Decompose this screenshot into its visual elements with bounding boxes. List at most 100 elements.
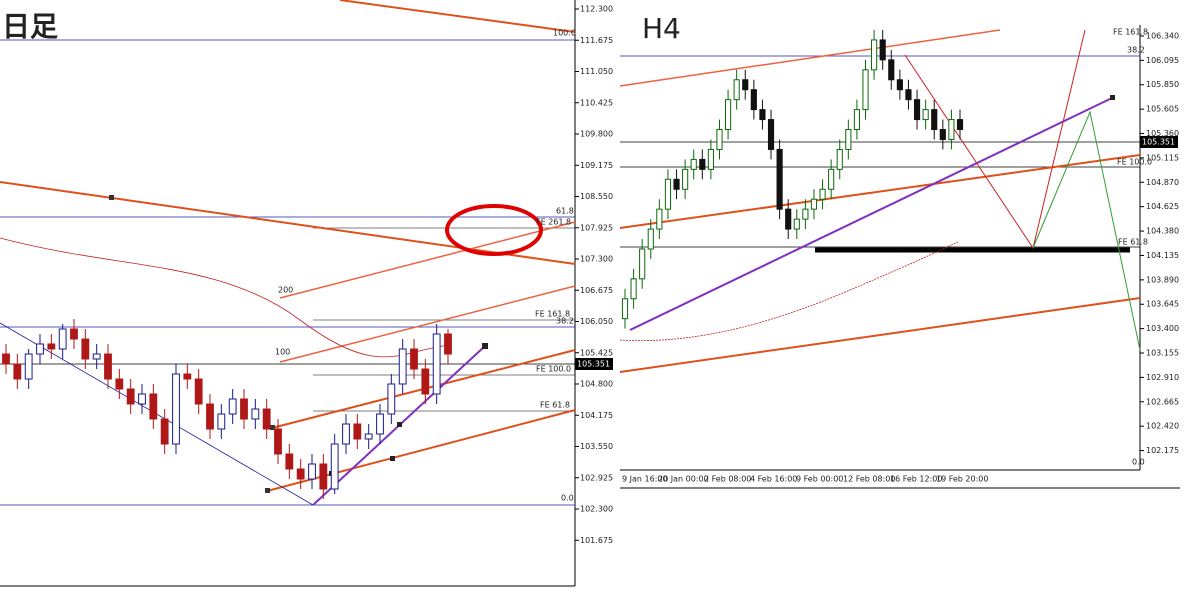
candle-body — [58, 328, 67, 350]
candle-body — [802, 208, 809, 220]
candle-body — [217, 413, 226, 430]
candle-body — [13, 363, 22, 380]
y-tick-label: 108.550 — [580, 192, 613, 201]
candle-body — [251, 408, 260, 420]
candle-body — [274, 428, 282, 455]
candle-body — [742, 79, 749, 91]
y-tick-label: 103.645 — [1146, 300, 1179, 309]
y-tick-label: 102.665 — [1146, 397, 1179, 406]
candle-body — [126, 388, 135, 405]
y-tick-label: 106.340 — [1146, 31, 1179, 40]
candle-body — [410, 348, 418, 370]
price-box — [575, 358, 613, 370]
annotation: 38.2 — [556, 317, 574, 326]
y-tick-label: 105.115 — [1146, 153, 1179, 162]
y-tick-label: 104.175 — [580, 411, 613, 420]
candle-body — [948, 119, 955, 140]
candle-body — [104, 353, 112, 380]
x-tick-label: 12 Feb 08:00 — [843, 475, 895, 484]
candle-body — [36, 343, 44, 355]
annotation: 0.0 — [1132, 458, 1145, 467]
y-tick-label: 107.300 — [580, 255, 613, 264]
y-tick-label: 102.925 — [580, 473, 613, 482]
candle-body — [432, 333, 441, 395]
candle-body — [24, 353, 33, 380]
y-tick-label: 105.360 — [1146, 129, 1179, 138]
candle-body — [810, 198, 818, 210]
candle-body — [956, 119, 964, 131]
x-tick-label: 20 Jan 00:00 — [658, 475, 709, 484]
y-tick-label: 102.300 — [580, 505, 613, 514]
candle-body — [896, 79, 903, 91]
x-tick-label: 2 Feb 08:00 — [704, 475, 751, 484]
y-tick-label: 105.425 — [580, 348, 613, 357]
candle-body — [673, 178, 680, 190]
candle-body — [785, 208, 792, 230]
annotation: FE 61.8 — [1118, 238, 1148, 247]
candle-body — [845, 129, 852, 150]
candle-body — [793, 218, 800, 230]
chart-title: H4 — [642, 12, 681, 45]
candle-body — [183, 373, 192, 380]
candle-body — [733, 79, 740, 101]
candle-body — [2, 353, 10, 365]
candle-body — [905, 89, 912, 101]
candle-body — [319, 463, 328, 490]
annotation: FE 100.0 — [536, 365, 571, 374]
y-tick-label: 102.910 — [1146, 373, 1179, 382]
candle-body — [330, 443, 339, 490]
candle-body — [828, 168, 835, 190]
annotation: FE 261.8 — [536, 218, 571, 227]
candle-body — [879, 39, 886, 61]
y-tick-label: 109.175 — [580, 161, 613, 170]
y-tick-label: 105.850 — [1146, 80, 1179, 89]
annotation: 100.0 — [553, 29, 576, 38]
candle-body — [656, 208, 663, 230]
candle-body — [262, 408, 271, 430]
y-tick-label: 112.300 — [580, 5, 613, 14]
candle-body — [81, 338, 90, 360]
y-tick-label: 111.675 — [580, 36, 613, 45]
candle-body — [862, 69, 869, 111]
y-tick-label: 106.095 — [1146, 56, 1179, 65]
y-tick-label: 111.050 — [580, 67, 613, 76]
overlay-lines — [619, 29, 1141, 373]
candle-body — [376, 413, 384, 435]
annotation: FE 100.0 — [1117, 158, 1152, 167]
price-label: 105.351 — [577, 360, 610, 369]
candle-body — [931, 109, 938, 131]
candle-body — [776, 148, 783, 210]
candle-body — [364, 433, 373, 440]
y-tick-label: 107.925 — [580, 223, 613, 232]
candle-body — [639, 248, 646, 280]
y-tick-label: 102.175 — [1146, 446, 1179, 455]
x-tick-label: 9 Jan 16:00 — [622, 475, 668, 484]
candle-body — [621, 298, 629, 320]
candle-body — [206, 403, 214, 430]
annotation: FE 161.8 — [535, 310, 570, 319]
y-tick-label: 105.605 — [1146, 105, 1179, 114]
y-tick-label: 104.800 — [580, 380, 613, 389]
candle-body — [630, 278, 637, 300]
candle-body — [853, 109, 860, 131]
candle-body — [172, 373, 180, 445]
y-tick-label: 103.550 — [580, 442, 613, 451]
annotation: 38.2 — [1127, 46, 1145, 55]
candle-body — [308, 463, 316, 480]
candle-body — [160, 418, 169, 445]
candle-body — [819, 188, 826, 200]
y-tick-label: 102.420 — [1146, 422, 1179, 431]
candle-body — [421, 368, 430, 395]
candle-body — [725, 99, 732, 131]
annotation: FE 61.8 — [540, 401, 570, 410]
candle-body — [228, 398, 237, 415]
y-tick-label: 104.380 — [1146, 227, 1179, 236]
candle-body — [149, 393, 158, 420]
y-tick-label: 106.675 — [580, 286, 613, 295]
y-tick-label: 106.050 — [580, 317, 613, 326]
candle-body — [750, 89, 757, 111]
annotation: 100 — [275, 348, 290, 357]
candle-body — [939, 129, 946, 140]
